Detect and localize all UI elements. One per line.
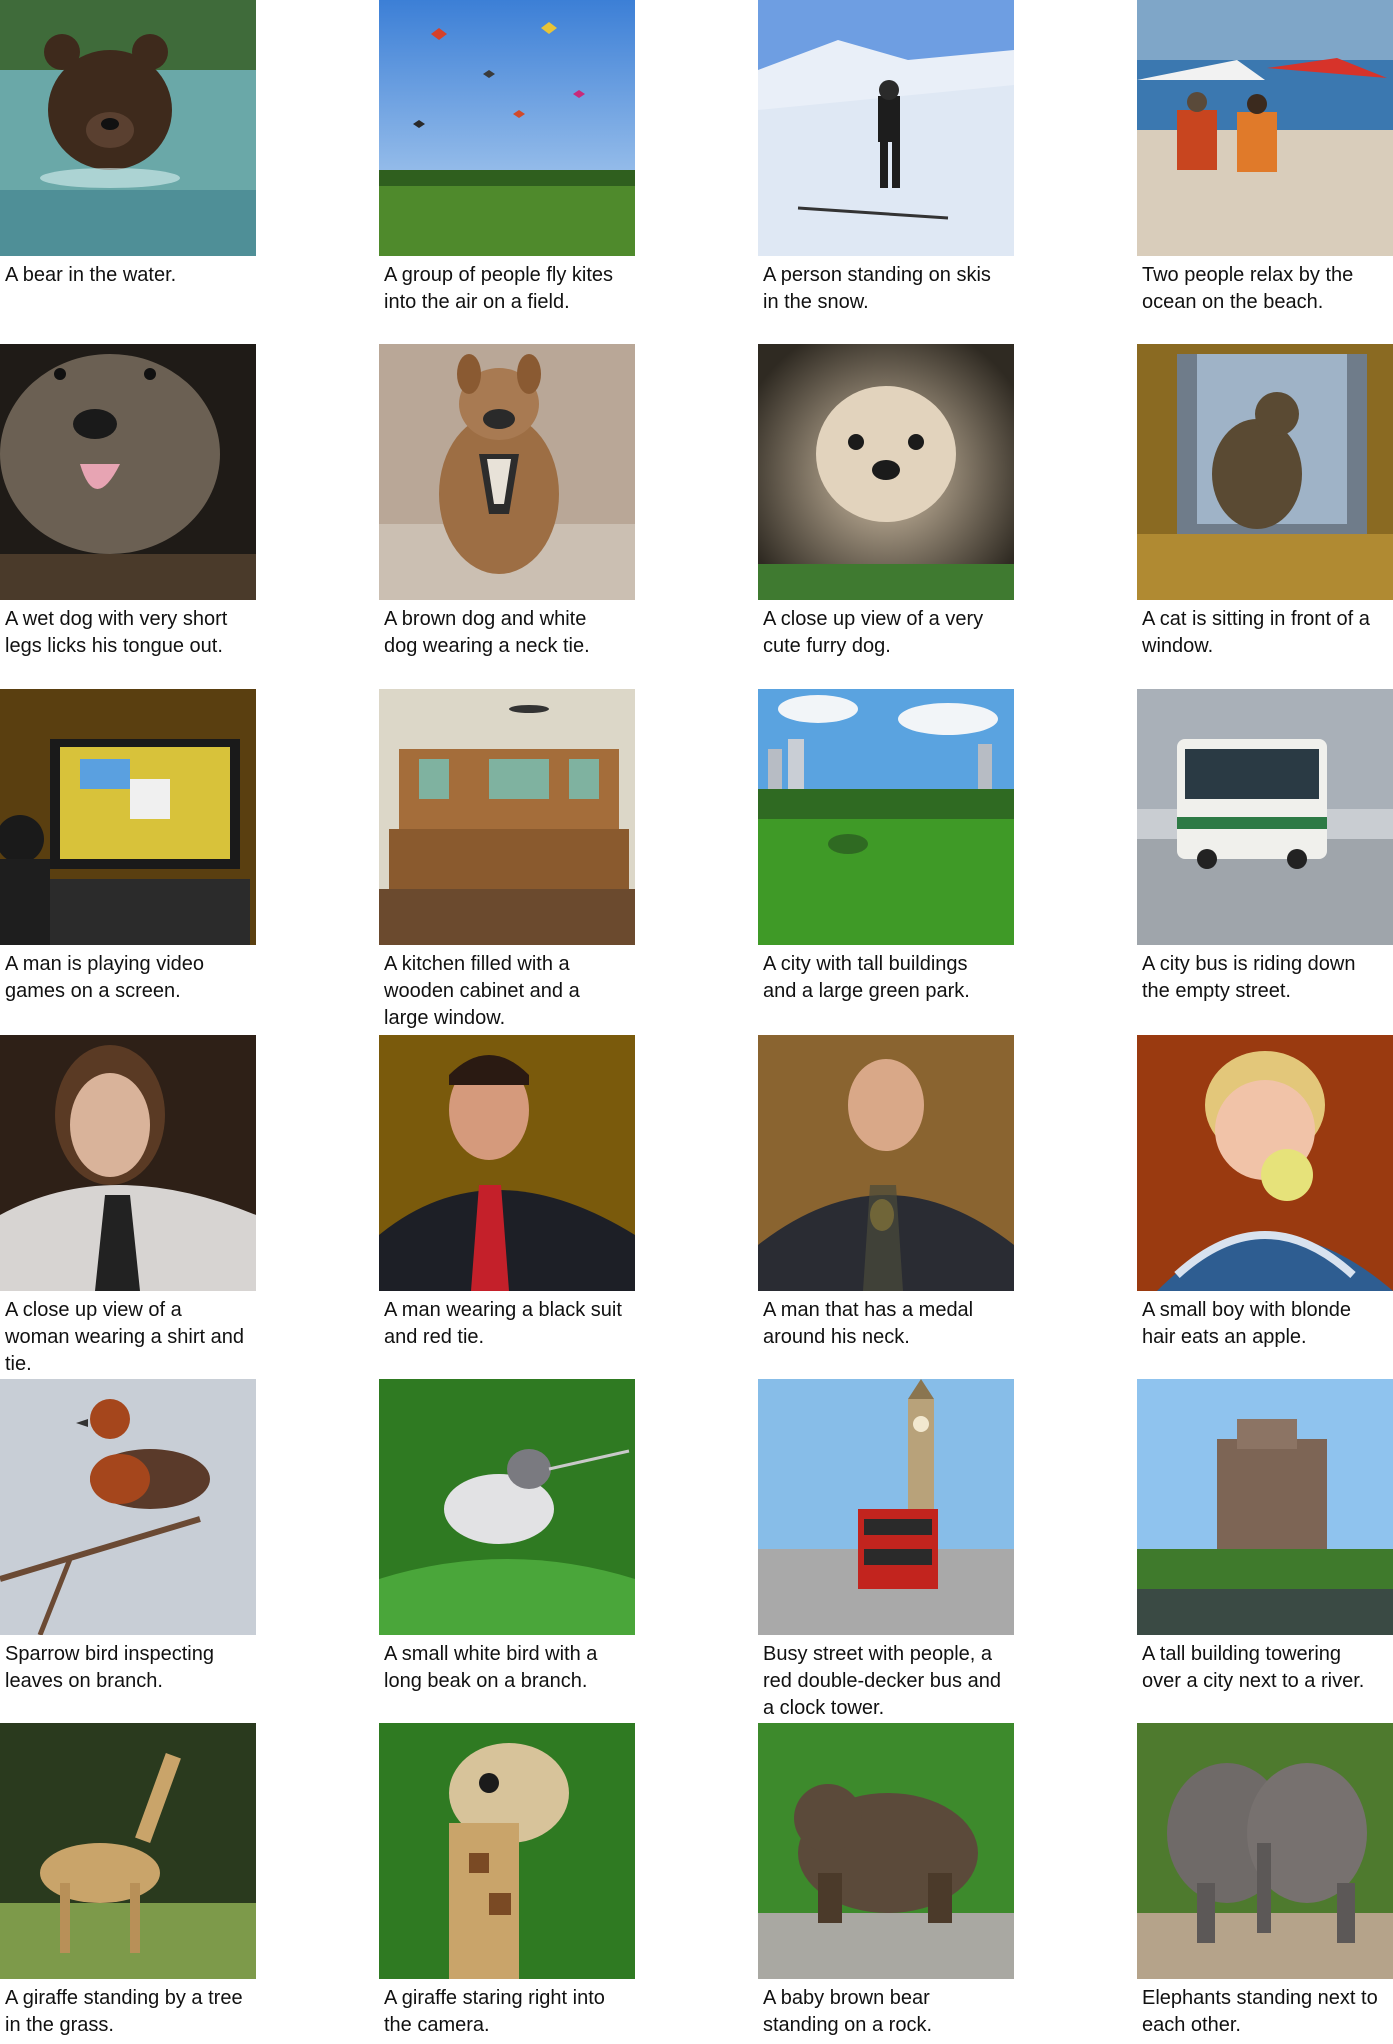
grid-item: A baby brown bear standing on a rock. — [758, 1723, 1014, 2039]
grid-item: A city bus is riding down the empty stre… — [1137, 689, 1393, 1005]
caption: A baby brown bear standing on a rock. — [763, 1987, 932, 2036]
grid-item: A group of people fly kites into the air… — [379, 0, 635, 316]
caption: A brown dog and white dog wearing a neck… — [384, 608, 590, 657]
grid-item: A kitchen filled with a wooden cabinet a… — [379, 689, 635, 1032]
caption: A giraffe staring right into the camera. — [384, 1987, 605, 2036]
city-park-photo — [758, 689, 1014, 945]
grid-item: A close up view of a woman wearing a shi… — [0, 1035, 256, 1378]
caption: A tall building towering over a city nex… — [1142, 1643, 1365, 1692]
bear-in-water-photo — [0, 0, 256, 256]
grid-item: A bear in the water. — [0, 0, 256, 289]
beach-chairs-photo — [1137, 0, 1393, 256]
grid-item: A tall building towering over a city nex… — [1137, 1379, 1393, 1695]
grid-item: A close up view of a very cute furry dog… — [758, 344, 1014, 660]
grid-item: Two people relax by the ocean on the bea… — [1137, 0, 1393, 316]
video-games-photo — [0, 689, 256, 945]
grid-item: A man is playing video games on a screen… — [0, 689, 256, 1005]
grid-item: A giraffe staring right into the camera. — [379, 1723, 635, 2039]
grid-item: A small white bird with a long beak on a… — [379, 1379, 635, 1695]
grid-item: A city with tall buildings and a large g… — [758, 689, 1014, 1005]
kites-field-photo — [379, 0, 635, 256]
giraffe-tree-photo — [0, 1723, 256, 1979]
grid-item: A wet dog with very short legs licks his… — [0, 344, 256, 660]
caption: A small white bird with a long beak on a… — [384, 1643, 598, 1692]
grid-item: Elephants standing next to each other. — [1137, 1723, 1393, 2039]
giraffe-camera-photo — [379, 1723, 635, 1979]
grid-item: A man wearing a black suit and red tie. — [379, 1035, 635, 1351]
caption: A city bus is riding down the empty stre… — [1142, 953, 1356, 1002]
grid-item: A cat is sitting in front of a window. — [1137, 344, 1393, 660]
caption: A cat is sitting in front of a window. — [1142, 608, 1370, 657]
kitchen-photo — [379, 689, 635, 945]
woman-shirt-tie-photo — [0, 1035, 256, 1291]
caption: A man wearing a black suit and red tie. — [384, 1299, 622, 1348]
caption: A group of people fly kites into the air… — [384, 264, 614, 313]
caption: A giraffe standing by a tree in the gras… — [5, 1987, 243, 2036]
caption: Busy street with people, a red double-de… — [763, 1643, 1001, 1719]
furry-dog-photo — [758, 344, 1014, 600]
brown-bear-rock-photo — [758, 1723, 1014, 1979]
grid-item: A person standing on skis in the snow. — [758, 0, 1014, 316]
grid-item: A giraffe standing by a tree in the gras… — [0, 1723, 256, 2039]
grid-item: A man that has a medal around his neck. — [758, 1035, 1014, 1351]
grid-item: A small boy with blonde hair eats an app… — [1137, 1035, 1393, 1351]
clock-tower-bus-photo — [758, 1379, 1014, 1635]
cat-window-photo — [1137, 344, 1393, 600]
caption: Sparrow bird inspecting leaves on branch… — [5, 1643, 214, 1692]
dog-neck-tie-photo — [379, 344, 635, 600]
skier-snow-photo — [758, 0, 1014, 256]
sparrow-bird-photo — [0, 1379, 256, 1635]
tall-building-river-photo — [1137, 1379, 1393, 1635]
city-bus-photo — [1137, 689, 1393, 945]
caption: A person standing on skis in the snow. — [763, 264, 991, 313]
elephants-photo — [1137, 1723, 1393, 1979]
grid-item: Sparrow bird inspecting leaves on branch… — [0, 1379, 256, 1695]
caption: A kitchen filled with a wooden cabinet a… — [384, 953, 580, 1029]
caption: A wet dog with very short legs licks his… — [5, 608, 228, 657]
grid-item: A brown dog and white dog wearing a neck… — [379, 344, 635, 660]
caption: A city with tall buildings and a large g… — [763, 953, 970, 1002]
caption: A small boy with blonde hair eats an app… — [1142, 1299, 1352, 1348]
caption: Two people relax by the ocean on the bea… — [1142, 264, 1354, 313]
caption: A bear in the water. — [5, 264, 177, 286]
white-bird-photo — [379, 1379, 635, 1635]
caption: A man is playing video games on a screen… — [5, 953, 205, 1002]
caption: A man that has a medal around his neck. — [763, 1299, 974, 1348]
wet-dog-photo — [0, 344, 256, 600]
man-medal-photo — [758, 1035, 1014, 1291]
caption: A close up view of a woman wearing a shi… — [5, 1299, 245, 1375]
grid-item: Busy street with people, a red double-de… — [758, 1379, 1014, 1722]
man-red-tie-photo — [379, 1035, 635, 1291]
boy-apple-photo — [1137, 1035, 1393, 1291]
caption: Elephants standing next to each other. — [1142, 1987, 1378, 2036]
caption: A close up view of a very cute furry dog… — [763, 608, 984, 657]
